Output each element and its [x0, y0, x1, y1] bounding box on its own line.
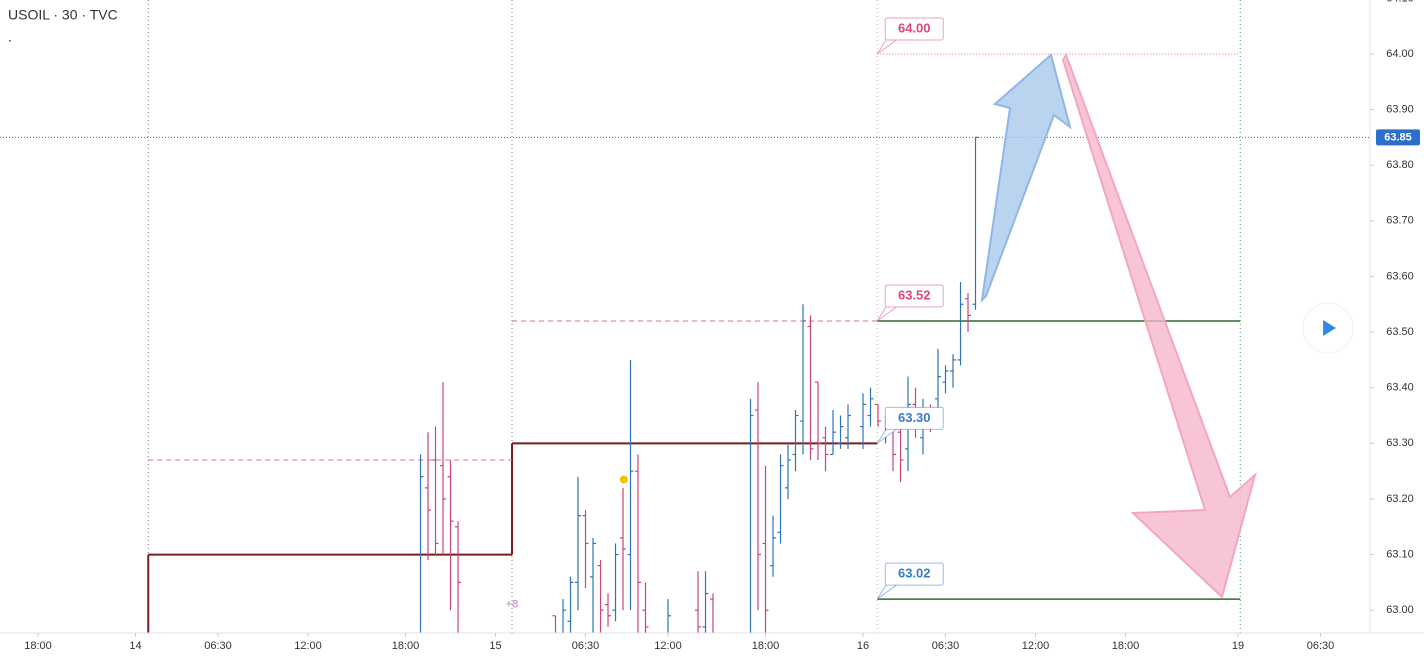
x-tick-label: 18:00 [752, 640, 780, 652]
x-tick-label: 18:00 [1112, 640, 1140, 652]
callout-box [884, 17, 944, 41]
y-tick-label: 64.00 [1386, 48, 1414, 60]
up-arrow [980, 53, 1072, 303]
callout-label: 63.30 [898, 410, 931, 425]
x-tick-label: 14 [129, 640, 141, 652]
x-tick-label: 18:00 [24, 640, 52, 652]
subtitle: . [8, 29, 12, 45]
y-tick-label: 64.10 [1386, 0, 1414, 4]
grid [147, 0, 1241, 633]
x-tick-label: 19 [1232, 640, 1244, 652]
y-tick-label: 63.70 [1386, 215, 1414, 227]
y-tick-label: 63.50 [1386, 326, 1414, 338]
y-tick-label: 63.20 [1386, 493, 1414, 505]
drawings [980, 52, 1257, 599]
play-icon[interactable] [1323, 320, 1336, 336]
axes: 63.00 63.10 63.20 63.30 63.40 63.50 63.60 63.70… [24, 0, 1420, 652]
x-tick-label: 06:30 [572, 640, 600, 652]
y-tick-label: 63.10 [1386, 548, 1414, 560]
x-tick-label: 15 [489, 640, 501, 652]
play-button[interactable] [1302, 302, 1354, 354]
callout-label: 63.52 [898, 287, 931, 302]
x-tick-label: 18:00 [392, 640, 420, 652]
x-tick-label: 12:00 [654, 640, 682, 652]
y-tick-label: 63.60 [1386, 270, 1414, 282]
x-tick-label: 12:00 [1022, 640, 1050, 652]
note: +8 [506, 599, 519, 611]
callout-label: 63.02 [898, 566, 931, 581]
callout-box [884, 284, 944, 308]
y-tick-label: 63.80 [1386, 159, 1414, 171]
last-price-badge [1376, 129, 1420, 146]
x-tick-label: 16 [857, 640, 869, 652]
y-tick-label: 63.40 [1386, 382, 1414, 394]
callout-box [884, 562, 944, 586]
symbol-title: USOIL · 30 · TVC [8, 7, 118, 23]
x-tick-label: 06:30 [1307, 640, 1335, 652]
y-tick-label: 63.30 [1386, 437, 1414, 449]
x-tick-label: 06:30 [204, 640, 232, 652]
x-tick-label: 12:00 [294, 640, 322, 652]
y-tick-label: 63.90 [1386, 103, 1414, 115]
annotations: +8 64.00 63.52 63.30 63.02 [506, 17, 944, 611]
callout-label: 64.00 [898, 20, 931, 35]
last-price-label: 63.85 [1384, 131, 1412, 143]
y-tick-label: 63.00 [1386, 604, 1414, 616]
x-tick-label: 06:30 [932, 640, 960, 652]
down-arrow [1061, 52, 1257, 599]
event-marker [619, 475, 628, 484]
callout-box [884, 406, 944, 430]
